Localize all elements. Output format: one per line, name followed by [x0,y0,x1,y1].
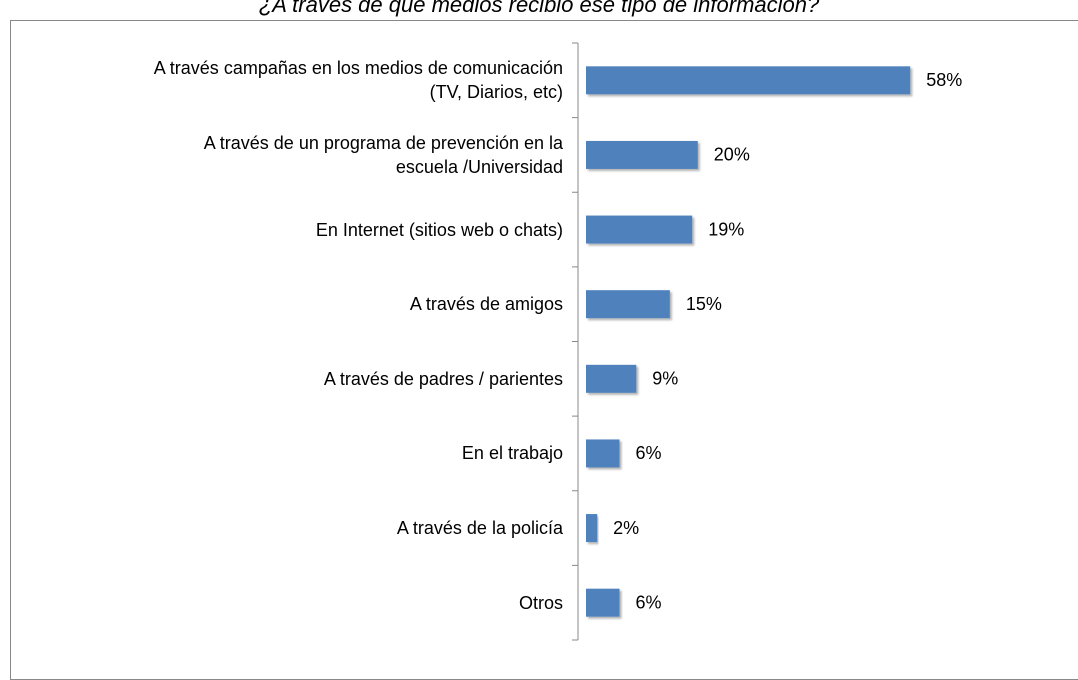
category-label: A través de padres / parientes [323,368,563,389]
chart-title: ¿A través de qué medios recibió ese tipo… [258,0,820,17]
bar [586,140,698,169]
plot-area: 58% 20% 19% 15% 9% 6% 2% 6% [572,42,962,641]
chart: ¿A través de qué medios recibió ese tipo… [10,0,1078,680]
bar [586,66,911,95]
bar [586,514,598,543]
category-label: Otros [518,592,563,613]
bar [586,215,693,244]
category-label: En el trabajo [461,443,563,464]
bar [586,439,620,468]
bar [586,588,620,617]
value-label: 9% [652,369,678,389]
value-label: 19% [708,219,744,239]
value-label: 58% [926,70,962,90]
bar [586,364,637,393]
bar [586,290,670,319]
category-label: En Internet (sitios web o chats) [315,219,563,240]
category-label: A través de amigos [409,294,563,315]
value-label: 15% [686,294,722,314]
value-label: 20% [714,145,750,165]
category-label: A través campañas en los medios de comun… [153,58,563,103]
value-label: 6% [636,592,662,612]
category-label: A través de un programa de prevención en… [203,132,563,177]
value-label: 2% [613,518,639,538]
value-label: 6% [636,443,662,463]
category-label: A través de la policía [396,518,563,539]
